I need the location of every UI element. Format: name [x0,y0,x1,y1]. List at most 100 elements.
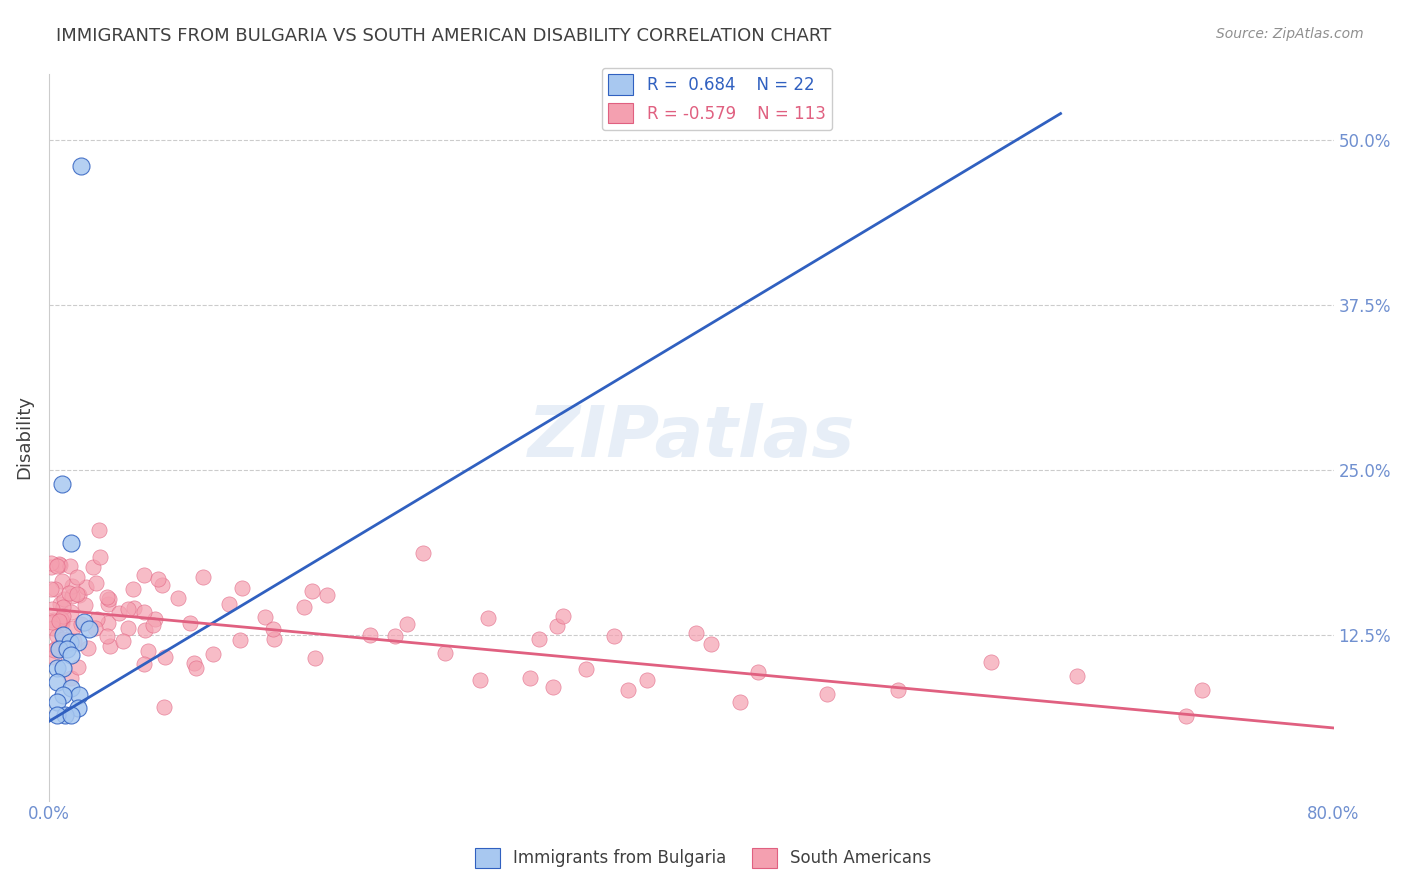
Point [63,633,86,648]
Point [67,660,90,674]
Point [49,597,72,611]
Point [815,688,838,702]
Point [82,560,104,574]
Point [45,559,67,574]
Point [51,613,73,627]
Point [96,590,118,604]
Point [359,628,381,642]
Point [66,587,89,601]
Point [60,671,83,685]
Point [887,683,910,698]
Point [60,648,83,663]
Point [183,656,205,670]
Point [636,673,658,687]
Point [132,567,155,582]
Point [49,558,72,572]
Point [301,583,323,598]
Point [75,580,97,594]
Point [262,622,284,636]
Point [263,632,285,646]
Point [134,623,156,637]
Point [52,688,75,702]
Point [146,572,169,586]
Point [384,628,406,642]
Text: IMMIGRANTS FROM BULGARIA VS SOUTH AMERICAN DISABILITY CORRELATION CHART: IMMIGRANTS FROM BULGARIA VS SOUTH AMERIC… [56,27,831,45]
Point [98,591,121,606]
Point [51,476,73,491]
Point [121,582,143,596]
Point [1175,709,1198,723]
Point [117,601,139,615]
Legend: Immigrants from Bulgaria, South Americans: Immigrants from Bulgaria, South American… [468,841,938,875]
Point [186,660,208,674]
Point [53,592,76,607]
Point [59,635,82,649]
Point [1066,669,1088,683]
Point [44,582,66,596]
Point [132,657,155,671]
Point [75,599,97,613]
Point [39,582,62,596]
Text: Source: ZipAtlas.com: Source: ZipAtlas.com [1216,27,1364,41]
Point [1191,683,1213,698]
Point [84,575,107,590]
Point [48,614,70,628]
Point [86,612,108,626]
Point [66,701,89,715]
Point [52,599,75,614]
Point [98,639,121,653]
Point [477,610,499,624]
Point [84,621,107,635]
Point [39,560,62,574]
Point [543,680,565,694]
Point [122,601,145,615]
Point [60,579,83,593]
Point [48,641,70,656]
Point [51,574,73,589]
Point [53,707,76,722]
Point [49,612,72,626]
Point [468,673,491,687]
Point [107,606,129,620]
Point [66,635,89,649]
Point [700,638,723,652]
Point [153,649,176,664]
Point [60,707,83,722]
Point [39,556,62,570]
Point [58,585,80,599]
Point [77,640,100,655]
Point [77,622,100,636]
Point [136,644,159,658]
Point [66,570,89,584]
Point [132,605,155,619]
Point [551,608,574,623]
Point [179,615,201,630]
Point [218,597,240,611]
Point [117,621,139,635]
Point [69,616,91,631]
Point [167,591,190,606]
Point [62,620,84,634]
Point [46,674,69,689]
Point [152,700,174,714]
Point [728,695,751,709]
Point [412,545,434,559]
Point [55,641,77,656]
Point [60,681,83,696]
Y-axis label: Disability: Disability [15,395,32,479]
Point [685,626,707,640]
Point [89,550,111,565]
Point [229,633,252,648]
Point [60,536,83,550]
Point [45,640,67,655]
Point [52,632,75,646]
Point [67,588,90,602]
Point [546,619,568,633]
Point [52,661,75,675]
Point [142,618,165,632]
Point [603,629,626,643]
Point [433,646,456,660]
Point [52,628,75,642]
Point [69,688,91,702]
Point [254,610,277,624]
